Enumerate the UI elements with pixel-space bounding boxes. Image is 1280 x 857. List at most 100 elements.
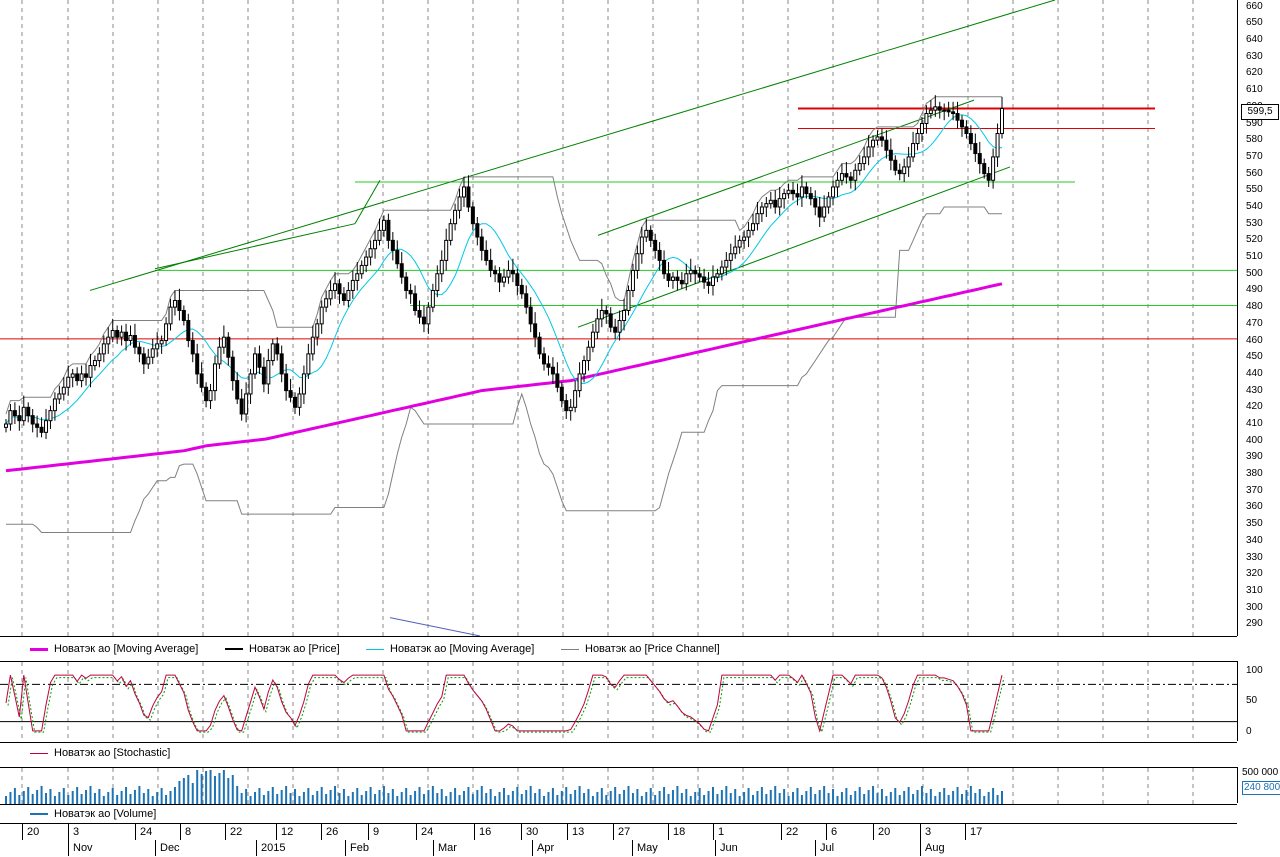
- candle-body: [146, 356, 151, 365]
- candle-body: [324, 298, 329, 308]
- legend-item-ma-fast[interactable]: Новатэк ао [Moving Average]: [366, 643, 534, 655]
- volume-bar: [618, 794, 621, 804]
- stochastic-svg: [0, 662, 1237, 742]
- candle-body: [786, 189, 791, 195]
- date-tick-label: 17: [965, 824, 982, 840]
- volume-bar: [125, 787, 128, 804]
- price-chart-plot[interactable]: [0, 0, 1237, 637]
- candle-body: [653, 239, 658, 251]
- volume-bar: [276, 794, 279, 804]
- volume-bar: [809, 787, 812, 804]
- volume-bar: [27, 787, 30, 804]
- volume-bar: [556, 795, 559, 804]
- volume-bar: [1001, 791, 1003, 804]
- trend-line: [577, 166, 1011, 328]
- candle-body: [595, 318, 600, 333]
- volume-bar: [400, 792, 403, 804]
- candle-body: [755, 213, 760, 225]
- volume-bar: [534, 793, 537, 804]
- candle-body: [155, 343, 160, 350]
- volume-bar: [325, 794, 328, 804]
- candle-body: [604, 309, 609, 315]
- legend-item-price-channel[interactable]: Новатэк ао [Price Channel]: [561, 643, 720, 655]
- volume-bar: [827, 793, 830, 804]
- volume-bar: [707, 791, 710, 804]
- volume-bar: [818, 790, 821, 804]
- candle-body: [35, 423, 40, 428]
- volume-bar: [222, 770, 225, 804]
- candle-body: [991, 156, 996, 181]
- candle-body: [88, 365, 93, 378]
- volume-bar: [298, 796, 301, 804]
- price-tick-label: 450: [1246, 351, 1263, 363]
- month-tick-label: Nov: [68, 840, 93, 856]
- candle-body: [315, 323, 320, 338]
- legend-item-ma-slow[interactable]: Новатэк ао [Moving Average]: [30, 643, 198, 655]
- candle-body: [986, 173, 991, 181]
- candle-body: [879, 136, 884, 141]
- legend-item-price[interactable]: Новатэк ао [Price]: [225, 643, 340, 655]
- stochastic-plot[interactable]: [0, 661, 1237, 743]
- candle-body: [862, 156, 867, 165]
- legend-label: Новатэк ао [Stochastic]: [54, 747, 171, 759]
- candle-body: [364, 256, 369, 266]
- legend-item-volume[interactable]: Новатэк ао [Volume]: [30, 808, 156, 820]
- volume-axis: 500 000 240 800: [1237, 767, 1280, 803]
- volume-bar: [396, 796, 399, 804]
- price-tick-label: 480: [1246, 301, 1263, 313]
- volume-bar: [703, 795, 706, 804]
- candle-body: [915, 133, 920, 145]
- swatch-icon: [30, 813, 48, 815]
- volume-bar: [285, 786, 288, 804]
- candle-body: [430, 289, 435, 308]
- legend-item-stochastic[interactable]: Новатэк ао [Stochastic]: [30, 747, 170, 759]
- volume-bar: [725, 786, 728, 804]
- candle-body: [839, 173, 844, 181]
- candle-body: [866, 146, 871, 158]
- candle-body: [239, 398, 244, 415]
- candle-body: [39, 426, 44, 433]
- volume-bar: [854, 791, 857, 804]
- candle-body: [435, 273, 440, 291]
- volume-bar: [93, 793, 96, 804]
- candle-body: [417, 309, 422, 318]
- candle-body: [510, 269, 515, 275]
- candle-body: [733, 246, 738, 255]
- candle-body: [942, 109, 947, 112]
- candle-body: [937, 106, 942, 111]
- volume-bar: [969, 786, 972, 804]
- volume-bar: [85, 790, 88, 804]
- volume-bar: [71, 791, 74, 804]
- volume-bar: [569, 794, 572, 804]
- volume-bar: [458, 795, 461, 804]
- volume-bar: [240, 793, 243, 804]
- volume-bar: [351, 792, 354, 804]
- candle-body: [808, 193, 813, 200]
- volume-bar: [209, 770, 212, 804]
- volume-bar: [58, 792, 61, 804]
- volume-bar: [885, 796, 888, 804]
- volume-bar: [832, 789, 835, 804]
- volume-plot[interactable]: [0, 767, 1237, 805]
- candle-body: [470, 206, 475, 225]
- price-channel-upper: [5, 96, 1002, 415]
- volume-bar: [543, 796, 546, 804]
- price-tick-label: 590: [1246, 117, 1263, 129]
- candle-body: [875, 136, 880, 141]
- volume-bar: [53, 796, 56, 804]
- volume-bar: [783, 789, 786, 804]
- volume-bar: [992, 788, 995, 804]
- volume-bar: [916, 790, 919, 804]
- month-tick-label: Jun: [715, 840, 738, 856]
- candle-body: [110, 330, 115, 338]
- candle-body: [119, 331, 124, 338]
- volume-bar: [133, 790, 136, 804]
- volume-bar: [823, 786, 826, 804]
- candle-body: [21, 406, 26, 422]
- candle-body: [959, 119, 964, 128]
- candle-body: [924, 113, 929, 125]
- volume-bar: [173, 787, 176, 804]
- volume-bar: [378, 790, 381, 804]
- volume-legend: Новатэк ао [Volume]: [0, 805, 1237, 823]
- volume-bar: [471, 794, 474, 804]
